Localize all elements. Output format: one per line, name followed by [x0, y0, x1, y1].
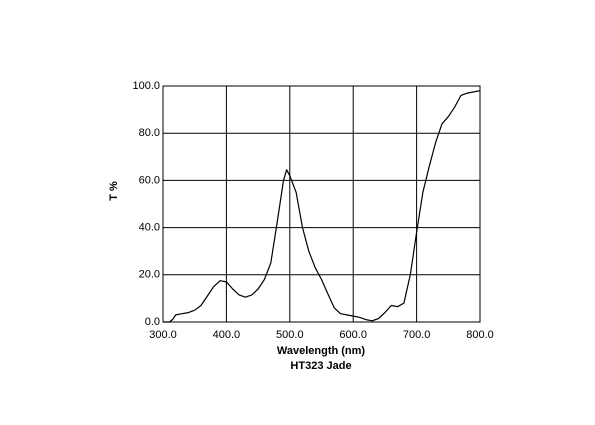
y-axis-label: T %	[108, 181, 120, 201]
y-tick-label: 20.0	[139, 269, 160, 281]
y-tick-label: 0.0	[145, 316, 160, 328]
x-tick-label: 300.0	[149, 329, 177, 341]
x-tick-label: 400.0	[213, 329, 241, 341]
y-tick-label: 60.0	[139, 174, 160, 186]
x-tick-label: 700.0	[403, 329, 431, 341]
chart-title: HT323 Jade	[290, 360, 351, 372]
y-tick-label: 100.0	[132, 80, 160, 92]
y-tick-label: 80.0	[139, 127, 160, 139]
data-line	[163, 90, 481, 323]
x-tick-label: 600.0	[339, 329, 367, 341]
plot-frame	[162, 85, 481, 323]
x-tick-label: 500.0	[276, 329, 304, 341]
x-axis-label: Wavelength (nm)	[277, 345, 366, 357]
y-tick-label: 40.0	[139, 222, 160, 234]
x-tick-label: 800.0	[466, 329, 494, 341]
